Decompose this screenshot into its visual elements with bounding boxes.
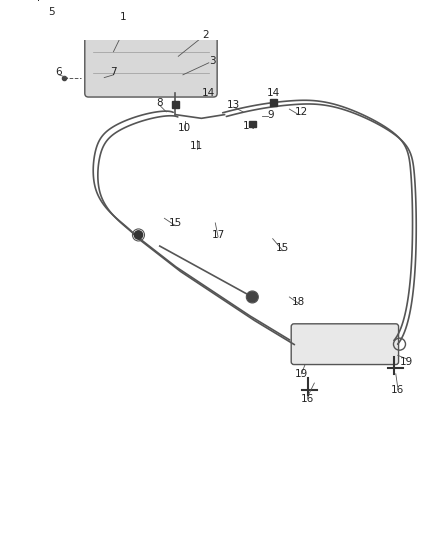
Text: 2: 2 — [203, 30, 209, 40]
Text: 19: 19 — [295, 369, 308, 379]
Text: 10: 10 — [178, 123, 191, 133]
Text: 14: 14 — [267, 88, 280, 98]
Text: 16: 16 — [301, 394, 314, 404]
Text: 15: 15 — [276, 243, 290, 253]
Circle shape — [248, 293, 257, 301]
Text: 14: 14 — [202, 88, 215, 98]
Text: 18: 18 — [292, 296, 305, 306]
Text: 14: 14 — [243, 121, 256, 131]
Circle shape — [42, 11, 46, 15]
Text: 4: 4 — [33, 0, 40, 3]
Text: 7: 7 — [110, 67, 117, 77]
Text: 8: 8 — [156, 98, 163, 108]
Text: 12: 12 — [295, 107, 308, 117]
Text: 6: 6 — [56, 67, 62, 77]
Bar — [172, 101, 179, 108]
FancyBboxPatch shape — [291, 324, 399, 365]
Circle shape — [134, 231, 143, 239]
Text: 1: 1 — [120, 12, 126, 21]
Text: 16: 16 — [391, 384, 404, 394]
Text: 13: 13 — [227, 100, 240, 110]
Circle shape — [247, 292, 258, 302]
Text: 15: 15 — [169, 218, 182, 228]
Text: 19: 19 — [400, 357, 413, 367]
Text: 11: 11 — [190, 141, 203, 151]
Text: 5: 5 — [48, 7, 55, 17]
Text: 9: 9 — [268, 110, 274, 119]
Bar — [270, 99, 277, 106]
Text: 17: 17 — [212, 230, 225, 240]
Bar — [249, 120, 255, 127]
FancyBboxPatch shape — [85, 6, 217, 97]
Text: 3: 3 — [209, 56, 216, 66]
